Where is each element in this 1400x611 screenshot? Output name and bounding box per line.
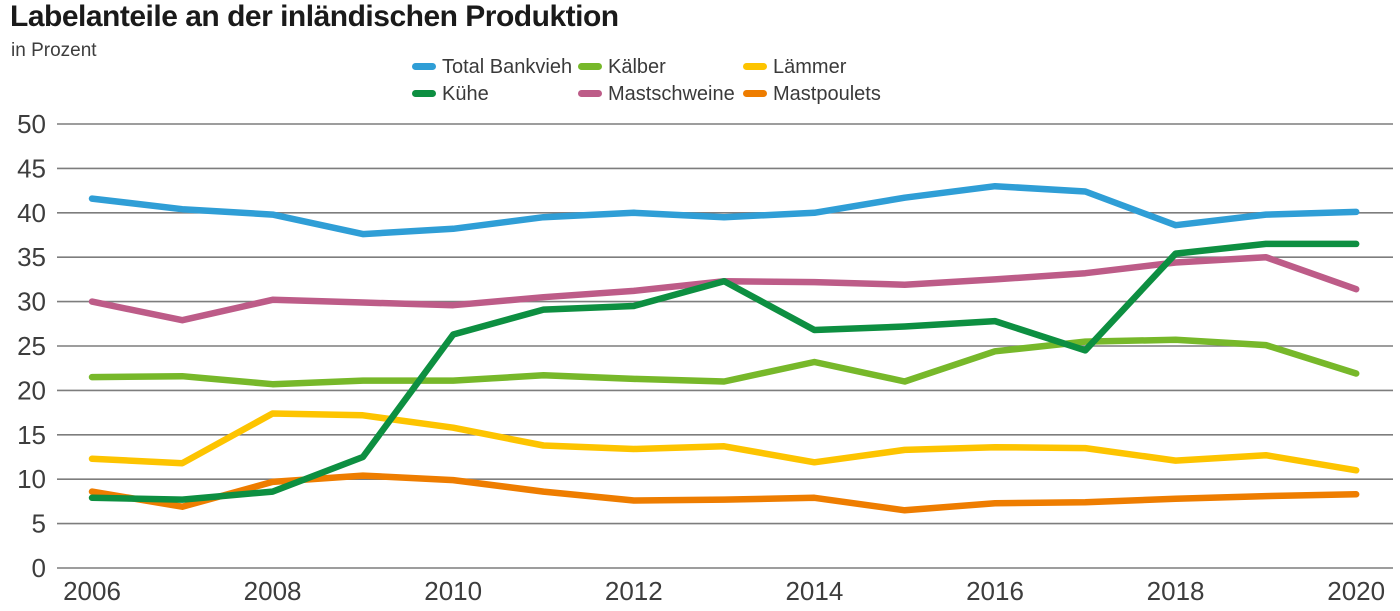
y-tick-label-25: 25 [17,331,46,361]
y-tick-label-35: 35 [17,242,46,272]
legend-item-k-lber: Kälber [578,57,743,77]
legend-swatch-icon [412,63,436,70]
series-line-k-lber [88,336,1360,388]
legend-item-k-he: Kühe [412,84,578,104]
legend-swatch-icon [412,90,436,97]
y-tick-label-5: 5 [32,509,46,539]
series-line-mastpoulets [88,472,1360,514]
y-tick-label-0: 0 [32,553,46,583]
legend-label: Kühe [442,82,489,105]
x-tick-label-2018: 2018 [1147,576,1205,606]
legend-swatch-icon [578,63,602,70]
series-line-k-he [88,240,1360,503]
legend-item-l-mmer: Lämmer [743,57,881,77]
legend: Total Bankvieh Kälber Lämmer Kühe Mastschwei… [412,53,881,107]
x-tick-label-2012: 2012 [605,576,663,606]
legend-label: Total Bankvieh [442,55,573,78]
x-tick-label-2020: 2020 [1327,576,1385,606]
legend-swatch-icon [743,63,767,70]
y-tick-label-20: 20 [17,375,46,405]
x-tick-label-2008: 2008 [244,576,302,606]
legend-swatch-icon [578,90,602,97]
y-tick-label-15: 15 [17,420,46,450]
y-tick-label-45: 45 [17,153,46,183]
y-axis-labels: 0 5 10 15 20 25 30 35 40 45 50 [17,109,46,583]
series-line-l-mmer [88,410,1360,474]
x-tick-label-2016: 2016 [966,576,1024,606]
legend-label: Lämmer [773,55,847,78]
x-axis-labels: 2006 2008 2010 2012 2014 2016 2018 2020 [63,576,1385,606]
y-tick-label-10: 10 [17,464,46,494]
x-tick-label-2006: 2006 [63,576,121,606]
legend-label: Kälber [608,55,666,78]
y-tick-label-30: 30 [17,287,46,317]
legend-label: Mastschweine [608,82,735,105]
x-tick-label-2010: 2010 [424,576,482,606]
legend-label: Mastpoulets [773,82,881,105]
series-lines [88,182,1360,514]
legend-item-mastschweine: Mastschweine [578,84,743,104]
y-tick-label-40: 40 [17,198,46,228]
legend-item-mastpoulets: Mastpoulets [743,84,881,104]
y-tick-label-50: 50 [17,109,46,139]
chart-subtitle: in Prozent [11,40,97,61]
legend-item-total-bankvieh: Total Bankvieh [412,57,578,77]
series-line-total-bankvieh [88,182,1360,238]
legend-swatch-icon [743,90,767,97]
page-title: Labelanteile an der inländischen Produkt… [10,0,619,33]
x-tick-label-2014: 2014 [785,576,843,606]
